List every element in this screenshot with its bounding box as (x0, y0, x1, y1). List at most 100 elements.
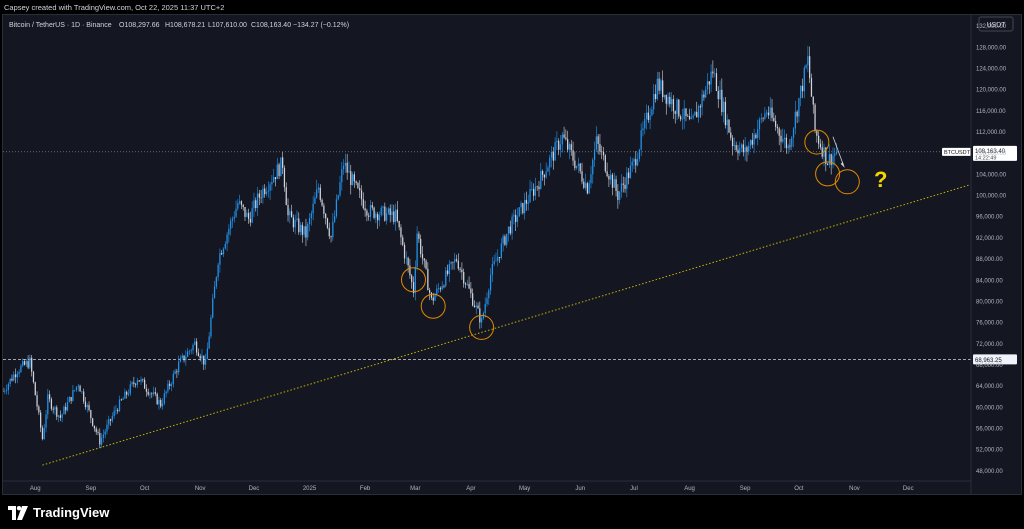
x-tick-label: Aug (30, 486, 41, 492)
y-tick-label: 96,000.00 (976, 215, 1003, 221)
candle-body (662, 80, 664, 98)
candle-body (654, 93, 657, 100)
candle-body (285, 187, 287, 206)
candle-body (678, 99, 680, 117)
candle-body (468, 283, 470, 289)
candle-body (100, 437, 103, 445)
candle-body (602, 151, 605, 156)
x-tick-label: Sep (85, 486, 96, 492)
candle-body (124, 391, 126, 399)
candle-body (671, 99, 673, 105)
candle-body (683, 108, 685, 120)
candle-body (771, 107, 773, 118)
x-tick-label: Jul (630, 486, 638, 492)
annotation-circle (804, 129, 830, 155)
candle-body (34, 382, 36, 396)
candle-body (20, 365, 22, 372)
candle-body (346, 162, 348, 173)
x-tick-label: Apr (466, 486, 475, 492)
candle-body (136, 380, 139, 385)
candle-body (411, 275, 413, 283)
candle-body (165, 391, 167, 394)
candle-body (459, 268, 461, 270)
candle-body (420, 238, 422, 254)
candle-body (81, 391, 83, 393)
candle-body (61, 414, 63, 418)
candle-body (314, 197, 316, 204)
candle-body (199, 355, 201, 359)
candle-body (714, 73, 716, 74)
candle-body (16, 373, 18, 378)
candle-body (635, 159, 637, 166)
candle-body (809, 56, 811, 79)
candle-body (430, 292, 433, 298)
x-tick-label: Nov (195, 486, 206, 492)
candle-body (31, 357, 33, 372)
y-tick-label: 80,000.00 (976, 299, 1003, 305)
support-level-label: 68,963.25 (975, 358, 1002, 364)
candle-body (746, 147, 748, 152)
candle-body (434, 295, 436, 301)
candle-body (656, 78, 658, 100)
candle-body (500, 243, 502, 259)
candle-body (276, 164, 278, 180)
candle-body (344, 162, 347, 166)
candle-body (45, 414, 47, 428)
candle-body (472, 293, 474, 306)
candle-body (493, 261, 495, 265)
candle-body (543, 174, 545, 178)
candle-body (821, 147, 823, 157)
candle-body (769, 107, 771, 116)
candle-body (323, 205, 325, 214)
candle-body (574, 160, 576, 169)
candle-body (470, 288, 472, 294)
candle-body (619, 191, 621, 200)
candle-body (832, 155, 834, 165)
candle-body (599, 143, 601, 152)
candle-body (350, 171, 352, 186)
candle-body (368, 215, 370, 217)
candle-body (814, 104, 816, 131)
candle-body (798, 98, 800, 117)
chart-frame[interactable]: 68,963.25 108,163.40 14:22:49 BTCUSDT 48,00… (2, 14, 1022, 495)
candle-body (749, 140, 752, 146)
candle-body (676, 99, 678, 114)
candle-body (518, 207, 520, 217)
candle-body (86, 405, 88, 408)
candle-body (613, 179, 615, 188)
candle-body (151, 393, 153, 395)
candle-body (4, 390, 6, 392)
candle-body (448, 264, 450, 275)
candle-body (231, 218, 234, 221)
candle-body (509, 226, 511, 234)
candle-body (667, 96, 669, 104)
candle-body (316, 189, 318, 198)
annotation-circle (834, 169, 860, 195)
candle-body (183, 355, 185, 361)
candle-body (409, 265, 411, 276)
x-tick-label: Aug (684, 486, 695, 492)
candle-body (127, 393, 130, 395)
candle-body (717, 91, 719, 100)
candle-body (597, 136, 599, 144)
candle-body (825, 147, 827, 164)
candle-body (789, 145, 791, 147)
candle-body (233, 216, 235, 219)
candle-body (25, 361, 27, 365)
candle-body (773, 117, 775, 121)
tradingview-logo[interactable]: TradingView (8, 505, 109, 520)
candle-body (733, 145, 736, 147)
candle-body (238, 201, 241, 204)
candle-body (149, 393, 151, 395)
candle-body (787, 145, 789, 149)
candle-body (102, 434, 105, 438)
candle-body (278, 164, 280, 177)
candle-body (547, 167, 549, 172)
candle-body (586, 183, 589, 194)
candle-body (269, 184, 271, 191)
ohlc-high: H108,678.21 (165, 22, 205, 29)
candle-body (556, 140, 558, 143)
candles (3, 46, 838, 448)
candle-body (570, 144, 572, 151)
